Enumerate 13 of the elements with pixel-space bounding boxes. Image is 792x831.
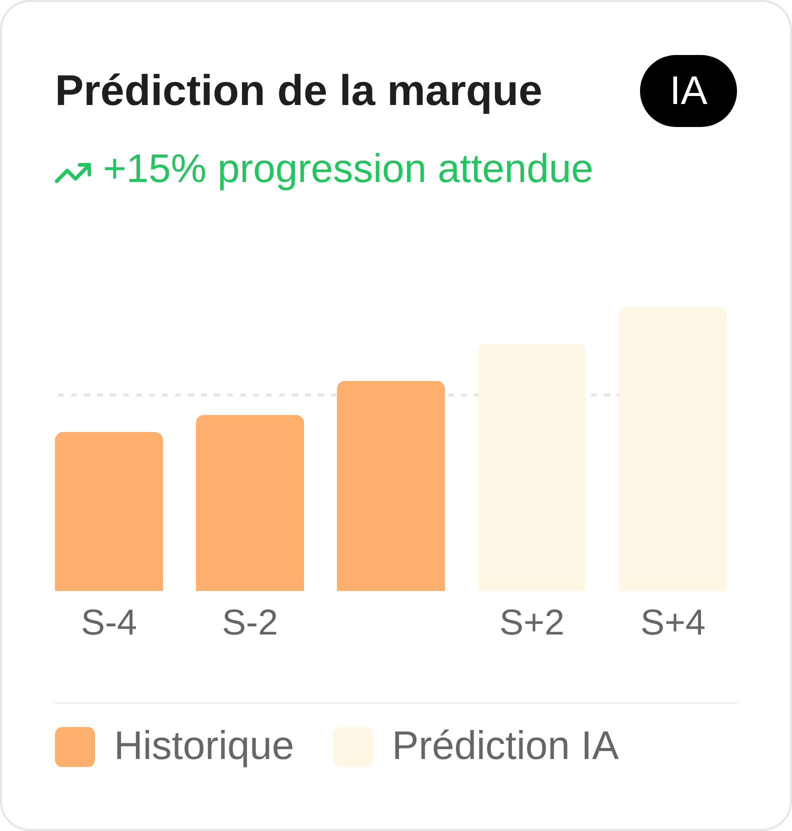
x-tick-label: S-4 — [80, 602, 138, 642]
bar — [55, 432, 164, 591]
chart-subtitle: +15% progression attendue — [103, 146, 594, 193]
x-tick-label: S+4 — [640, 602, 706, 642]
bar — [196, 414, 304, 591]
legend-label: Prédiction IA — [392, 724, 620, 768]
bar — [478, 344, 586, 591]
bar — [618, 307, 727, 591]
x-tick-label: S-2 — [222, 602, 278, 642]
bar — [336, 380, 446, 591]
chart-title: Prédiction de la marque — [55, 66, 542, 117]
legend-label: Historique — [114, 724, 294, 768]
x-tick-label: S+2 — [499, 602, 565, 642]
